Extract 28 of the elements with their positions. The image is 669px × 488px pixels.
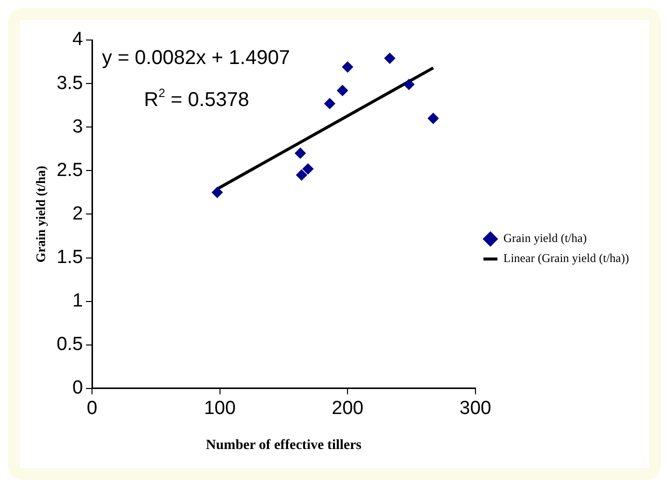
x-tick-label: 200 (332, 398, 364, 420)
annotation: y = 0.0082x + 1.4907 (102, 47, 290, 69)
point (296, 170, 308, 181)
y-tick-label: 0.5 (56, 334, 84, 356)
point (342, 62, 354, 72)
x-tick-label: 300 (460, 398, 492, 420)
point (294, 148, 306, 159)
legend-label: Grain yield (t/ha) (503, 231, 587, 246)
x-tick-label: 0 (86, 398, 98, 420)
x-tick-label: 100 (204, 398, 236, 420)
point (212, 186, 223, 198)
legend-label: Linear (Grain yield (t/ha)) (503, 251, 630, 266)
point (302, 163, 314, 174)
y-tick-label: 1.5 (56, 246, 84, 268)
y-tick-label: 4 (72, 29, 84, 50)
point (324, 98, 336, 110)
point (384, 52, 396, 64)
y-axis-title: Grain yield (t/ha) (33, 166, 48, 263)
y-tick-label: 0 (72, 378, 84, 399)
y-tick-label: 2.5 (56, 160, 84, 181)
y-tick-label: 3 (72, 116, 84, 138)
y-tick-label: 2 (72, 203, 84, 224)
y-tick-label: 1 (72, 290, 84, 312)
point (428, 112, 439, 124)
y-tick-label: 3.5 (56, 72, 84, 94)
x-axis-title: Number of effective tillers (206, 438, 362, 454)
point (336, 85, 348, 96)
point (403, 78, 414, 90)
